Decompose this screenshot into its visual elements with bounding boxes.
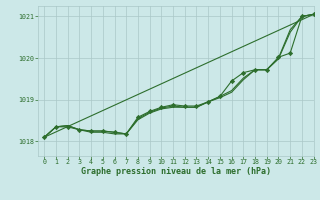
X-axis label: Graphe pression niveau de la mer (hPa): Graphe pression niveau de la mer (hPa)	[81, 167, 271, 176]
